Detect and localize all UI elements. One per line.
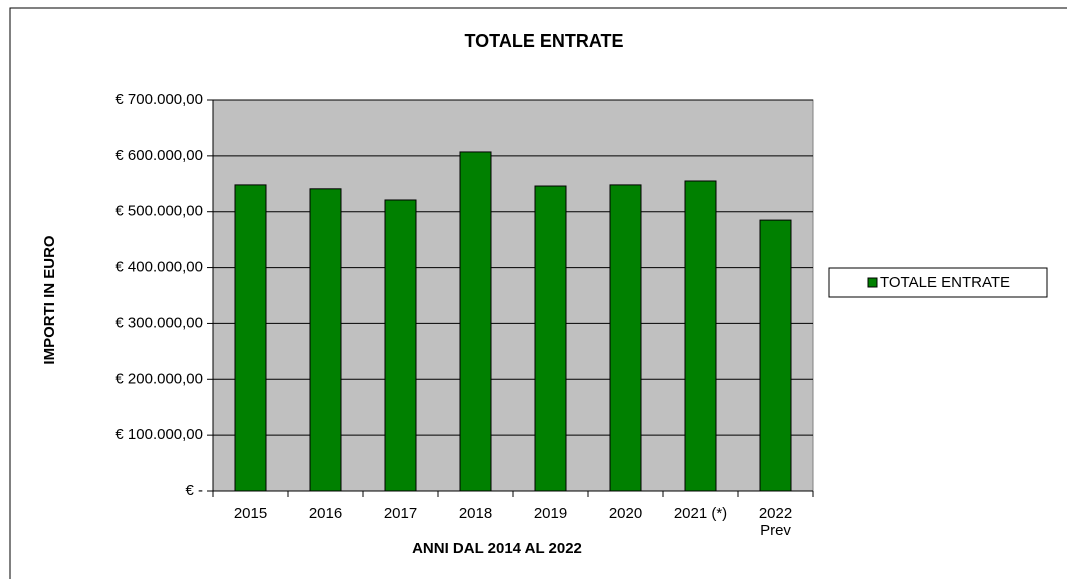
plot-area <box>212 99 814 492</box>
y-tick-label: € 600.000,00 <box>115 147 203 164</box>
x-tick-label: 2016 <box>308 505 343 522</box>
x-tick-label: 2017 <box>383 505 418 522</box>
y-tick-label: € 400.000,00 <box>115 259 203 276</box>
legend-label: TOTALE ENTRATE <box>880 274 1010 291</box>
bar <box>759 219 792 492</box>
x-tick-label: 2015 <box>233 505 268 522</box>
x-tick-label: 2020 <box>608 505 643 522</box>
x-tick-label: 2019 <box>533 505 568 522</box>
legend-swatch <box>867 277 878 288</box>
y-tick-label: € 100.000,00 <box>115 426 203 443</box>
x-tick-label: 2021 (*) <box>673 505 728 522</box>
bar <box>234 184 267 492</box>
x-tick-label: 2022 Prev <box>758 505 793 539</box>
y-tick-label: € 300.000,00 <box>115 314 203 331</box>
legend-box <box>828 267 1048 298</box>
x-tick-label: 2018 <box>458 505 493 522</box>
x-axis-title: ANNI DAL 2014 AL 2022 <box>412 540 582 557</box>
bar <box>459 151 492 492</box>
bar <box>534 185 567 492</box>
bar <box>684 180 717 492</box>
y-tick-label: € 700.000,00 <box>115 91 203 108</box>
y-tick-label: € - <box>185 482 203 499</box>
bar <box>384 199 417 492</box>
chart-title: TOTALE ENTRATE <box>465 31 624 51</box>
y-axis-title: IMPORTI IN EURO <box>41 235 58 365</box>
y-tick-label: € 200.000,00 <box>115 370 203 387</box>
y-tick-label: € 500.000,00 <box>115 203 203 220</box>
bar <box>609 184 642 492</box>
bar <box>309 188 342 492</box>
